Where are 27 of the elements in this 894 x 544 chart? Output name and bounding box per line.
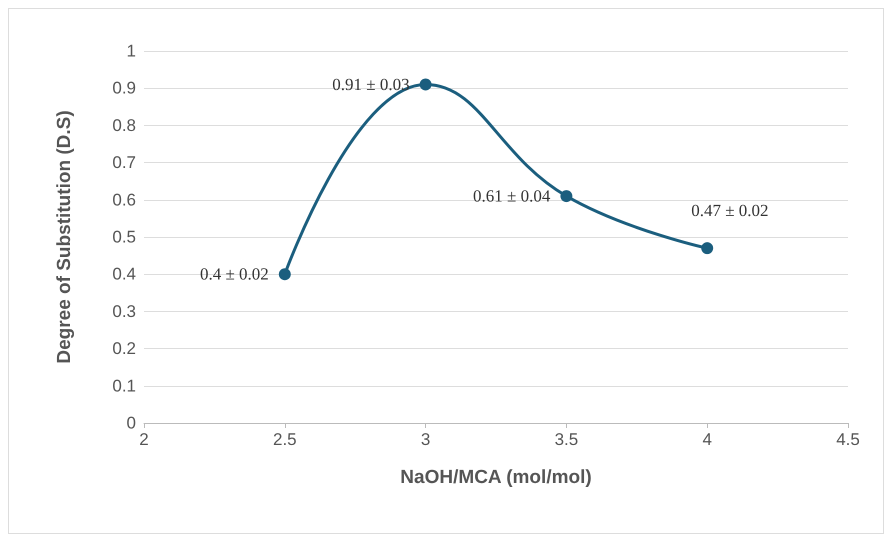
point (278, 268, 291, 280)
y-tick-label: 0.1 (112, 376, 136, 396)
x-tick-label: 4 (702, 430, 712, 449)
y-axis-title: Degree of Substitution (D.S) (54, 110, 75, 364)
y-tick-label: 0.8 (112, 116, 136, 135)
point (420, 78, 432, 90)
point (560, 190, 572, 202)
y-tick-label: 0.3 (112, 302, 136, 321)
data-label: 0.47 ± 0.02 (691, 201, 769, 220)
data-label: 0.4 ± 0.02 (200, 264, 269, 284)
y-tick-label: 0.4 (112, 264, 136, 284)
point (701, 242, 714, 254)
y-tick-label: 0.2 (112, 339, 136, 358)
x-tick-label: 2 (139, 430, 149, 449)
x-tick-label: 3.5 (554, 430, 578, 449)
data-label: 0.61 ± 0.04 (473, 186, 551, 206)
y-tick-label: 0.7 (112, 153, 136, 172)
y-tick-label: 0.5 (112, 228, 136, 246)
y-tick-label: 1 (126, 42, 136, 60)
data-label: 0.91 ± 0.03 (332, 74, 410, 94)
x-tick-label: 3 (420, 430, 430, 449)
y-tick-label: 0.6 (112, 190, 136, 210)
x-axis-title: NaOH/MCA (mol/mol) (400, 467, 592, 488)
y-tick-label: 0 (126, 414, 136, 432)
y-tick-label: 0.9 (112, 78, 136, 98)
x-tick-label: 4.5 (836, 430, 860, 449)
x-tick-label: 2.5 (272, 430, 297, 449)
